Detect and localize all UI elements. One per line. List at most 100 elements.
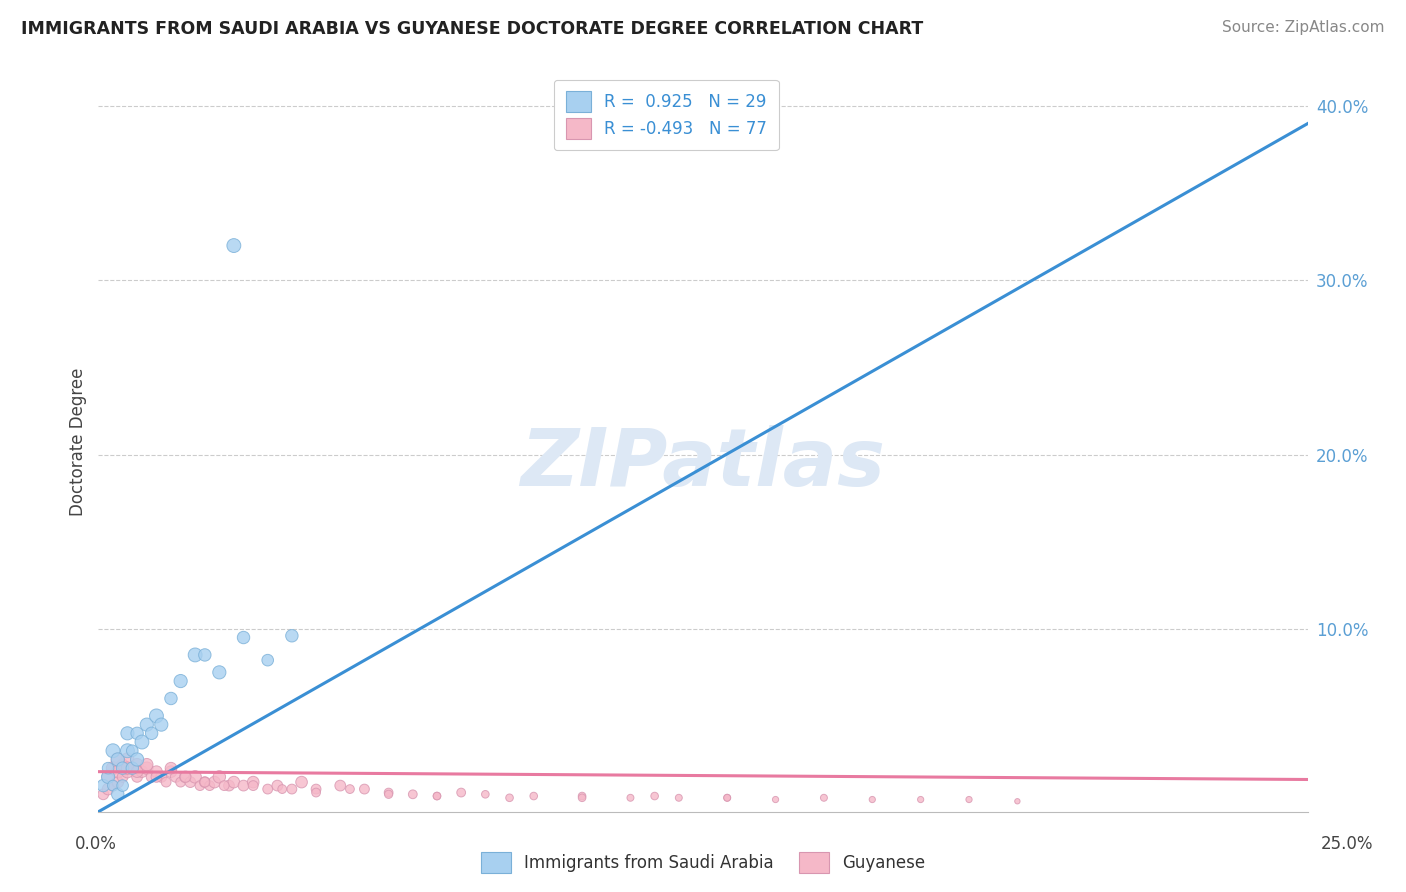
Point	[194, 775, 217, 789]
Point	[127, 752, 149, 766]
Point	[97, 761, 120, 775]
Point	[194, 775, 217, 789]
Point	[165, 770, 187, 784]
Point	[127, 757, 149, 772]
Point	[232, 779, 254, 793]
Point	[150, 717, 173, 731]
Point	[179, 775, 201, 789]
Point	[523, 789, 546, 803]
Point	[117, 761, 139, 775]
Point	[474, 787, 496, 801]
Point	[91, 787, 114, 801]
Point	[91, 779, 114, 793]
Point	[174, 770, 197, 784]
Point	[101, 761, 124, 775]
Point	[117, 752, 139, 766]
Text: ZIPatlas: ZIPatlas	[520, 425, 886, 503]
Point	[141, 770, 163, 784]
Point	[242, 779, 264, 793]
Point	[101, 779, 124, 793]
Point	[377, 786, 399, 800]
Point	[194, 648, 217, 662]
Point	[426, 789, 449, 803]
Point	[188, 779, 211, 793]
Point	[184, 648, 207, 662]
Point	[644, 789, 666, 803]
Point	[121, 744, 143, 758]
Point	[97, 782, 120, 797]
Legend: Immigrants from Saudi Arabia, Guyanese: Immigrants from Saudi Arabia, Guyanese	[474, 846, 932, 880]
Point	[111, 761, 134, 775]
Point	[619, 790, 641, 805]
Point	[145, 770, 167, 784]
Text: Source: ZipAtlas.com: Source: ZipAtlas.com	[1222, 20, 1385, 35]
Point	[160, 764, 183, 779]
Point	[155, 775, 177, 789]
Point	[97, 770, 120, 784]
Point	[256, 782, 278, 797]
Point	[135, 761, 157, 775]
Point	[402, 787, 425, 801]
Point	[450, 786, 472, 800]
Point	[218, 779, 240, 793]
Point	[305, 786, 328, 800]
Point	[169, 674, 191, 689]
Point	[353, 782, 375, 797]
Point	[135, 717, 157, 731]
Point	[208, 770, 231, 784]
Point	[242, 775, 264, 789]
Point	[174, 770, 197, 784]
Point	[910, 792, 932, 806]
Point	[212, 779, 235, 793]
Text: 0.0%: 0.0%	[75, 835, 117, 853]
Legend: R =  0.925   N = 29, R = -0.493   N = 77: R = 0.925 N = 29, R = -0.493 N = 77	[554, 79, 779, 151]
Point	[198, 779, 221, 793]
Text: 25.0%: 25.0%	[1320, 835, 1374, 853]
Point	[150, 770, 173, 784]
Point	[121, 761, 143, 775]
Point	[127, 726, 149, 740]
Point	[135, 757, 157, 772]
Point	[222, 238, 245, 252]
Point	[145, 764, 167, 779]
Point	[127, 770, 149, 784]
Point	[117, 744, 139, 758]
Point	[131, 735, 153, 749]
Point	[160, 761, 183, 775]
Point	[107, 775, 129, 789]
Point	[290, 775, 312, 789]
Point	[184, 770, 207, 784]
Point	[111, 779, 134, 793]
Point	[860, 792, 883, 806]
Point	[111, 757, 134, 772]
Point	[281, 629, 304, 643]
Point	[208, 665, 231, 680]
Point	[117, 726, 139, 740]
Point	[160, 691, 183, 706]
Point	[141, 726, 163, 740]
Point	[121, 761, 143, 775]
Point	[107, 752, 129, 766]
Point	[145, 709, 167, 723]
Y-axis label: Doctorate Degree: Doctorate Degree	[69, 368, 87, 516]
Text: IMMIGRANTS FROM SAUDI ARABIA VS GUYANESE DOCTORATE DEGREE CORRELATION CHART: IMMIGRANTS FROM SAUDI ARABIA VS GUYANESE…	[21, 20, 924, 37]
Point	[169, 775, 191, 789]
Point	[339, 782, 361, 797]
Point	[117, 764, 139, 779]
Point	[97, 770, 120, 784]
Point	[571, 790, 593, 805]
Point	[271, 782, 294, 797]
Point	[813, 790, 835, 805]
Point	[498, 790, 520, 805]
Point	[305, 782, 328, 797]
Point	[668, 790, 690, 805]
Point	[1007, 794, 1029, 808]
Point	[281, 782, 304, 797]
Point	[131, 764, 153, 779]
Point	[101, 779, 124, 793]
Point	[716, 790, 738, 805]
Point	[204, 775, 226, 789]
Point	[127, 764, 149, 779]
Point	[266, 779, 288, 793]
Point	[256, 653, 278, 667]
